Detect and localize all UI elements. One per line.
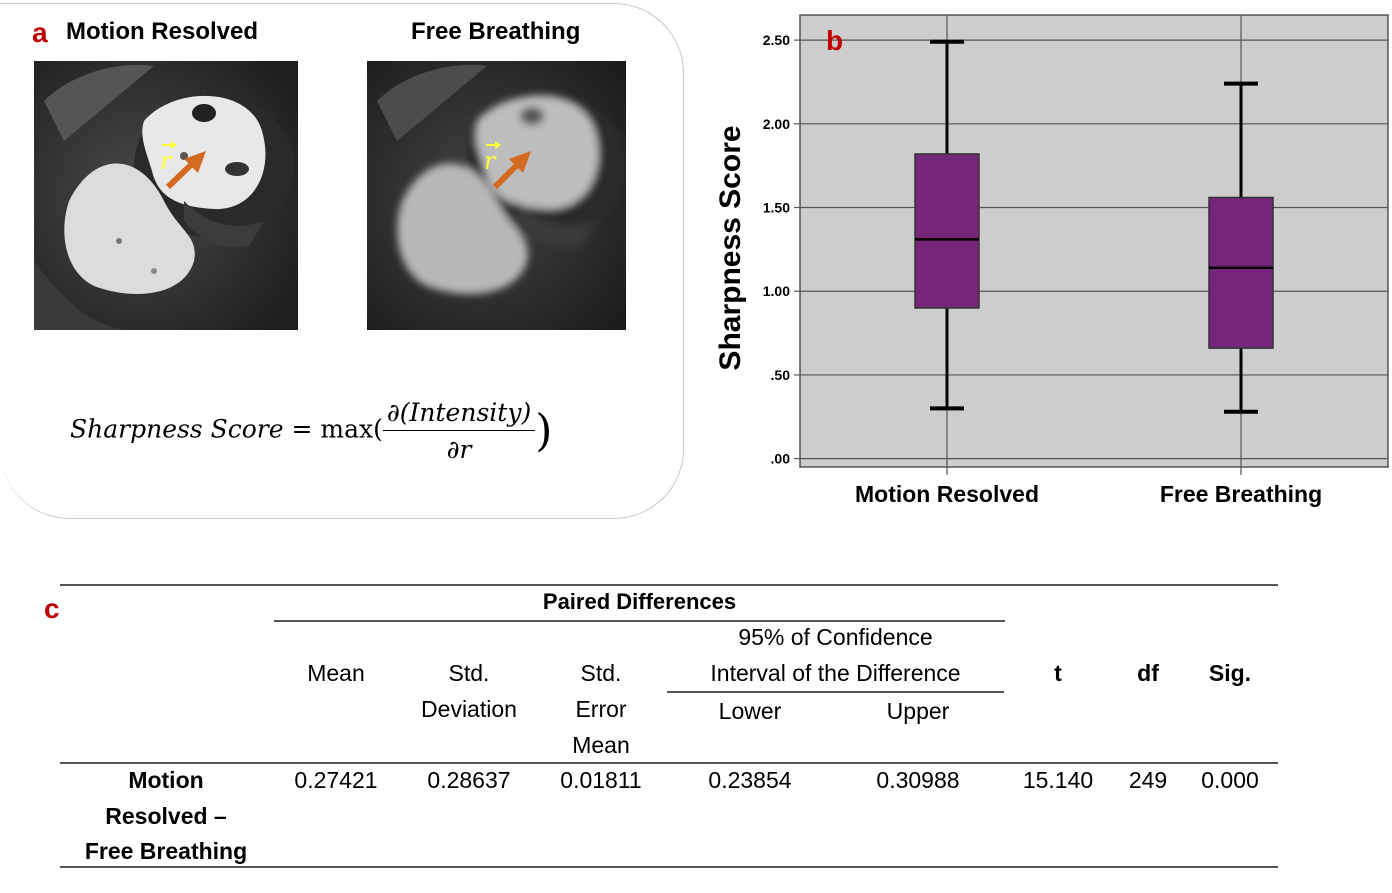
table-top-rule [60, 584, 1278, 586]
cell-mean: 0.27421 [294, 767, 378, 793]
cell-t: 15.140 [1022, 767, 1094, 793]
mri-image-motion-resolved: r [34, 61, 298, 330]
iqr-box [1208, 196, 1274, 349]
cell-sig: 0.000 [1201, 767, 1259, 793]
y-tick-label: 1.50 [763, 200, 790, 216]
y-tick-label: .50 [771, 367, 791, 383]
col-t-header: t [1054, 660, 1062, 686]
panel-b-letter: b [826, 25, 843, 56]
col-lower-header: Lower [718, 698, 782, 724]
panel-a-frame [0, 3, 684, 519]
iqr-box [914, 153, 980, 309]
vector-r-label-2: r [484, 147, 497, 175]
panel-c-letter: c [44, 593, 60, 624]
col-df-header: df [1137, 660, 1159, 686]
sharpness-boxplot: .00 .50 1.00 1.50 2.00 2.50 Motion Resolved Fr… [714, 14, 1389, 507]
formula-equals: = [291, 414, 313, 444]
col-mean-header: Mean [307, 660, 365, 686]
y-tick-label: 2.00 [763, 116, 790, 132]
mri-image-free-breathing: r [367, 61, 626, 330]
formula-denominator: ∂r [446, 435, 472, 464]
cell-sd: 0.28637 [427, 767, 511, 793]
table-header-rule [60, 762, 1278, 764]
cell-lower: 0.23854 [708, 767, 792, 793]
formula-lhs: Sharpness Score [70, 414, 284, 444]
formula-fraction: ∂(Intensity) ∂r [382, 398, 536, 464]
x-category-label: Motion Resolved [855, 481, 1039, 507]
cell-sem: 0.01811 [560, 767, 642, 793]
col-sem-header-1: Std. [580, 660, 622, 686]
y-tick-label: .00 [771, 451, 791, 467]
formula-numerator: ∂(Intensity) [382, 398, 536, 431]
row-label-line2: Resolved – [105, 803, 227, 829]
cell-upper: 0.30988 [876, 767, 960, 793]
free-breathing-title: Free Breathing [411, 18, 581, 45]
plot-area [799, 14, 1389, 468]
sharpness-formula: Sharpness Score = max(∂(Intensity) ∂r) [70, 398, 552, 464]
formula-close-paren: ) [535, 405, 553, 457]
motion-resolved-title: Motion Resolved [66, 18, 259, 45]
col-upper-header: Upper [886, 698, 950, 724]
paired-differences-header: Paired Differences [542, 589, 737, 614]
box-free-breathing [1208, 81, 1274, 414]
col-sig-header: Sig. [1208, 660, 1252, 686]
row-label-line3: Free Breathing [84, 838, 248, 864]
x-category-label: Free Breathing [1160, 481, 1322, 507]
panel-a-letter: a [32, 17, 48, 48]
cell-df: 249 [1128, 767, 1168, 793]
y-axis-label: Sharpness Score [714, 125, 747, 370]
box-motion-resolved [914, 39, 980, 411]
ci-header-line1: 95% of Confidence [738, 624, 933, 650]
row-label-line1: Motion [128, 767, 204, 793]
vector-r-label: r [160, 147, 173, 175]
formula-max: max( [320, 414, 383, 444]
ci-header-line2: Interval of the Difference [710, 660, 961, 686]
col-sem-header-2: Error [575, 696, 627, 722]
col-sd-header-2: Deviation [421, 696, 517, 722]
table-bottom-rule [60, 866, 1278, 868]
y-tick-label: 1.00 [763, 283, 790, 299]
paired-differences-rule [274, 620, 1005, 622]
col-sem-header-3: Mean [572, 732, 630, 758]
ci-rule [667, 691, 1004, 693]
col-sd-header-1: Std. [448, 660, 490, 686]
y-tick-label: 2.50 [763, 32, 790, 48]
